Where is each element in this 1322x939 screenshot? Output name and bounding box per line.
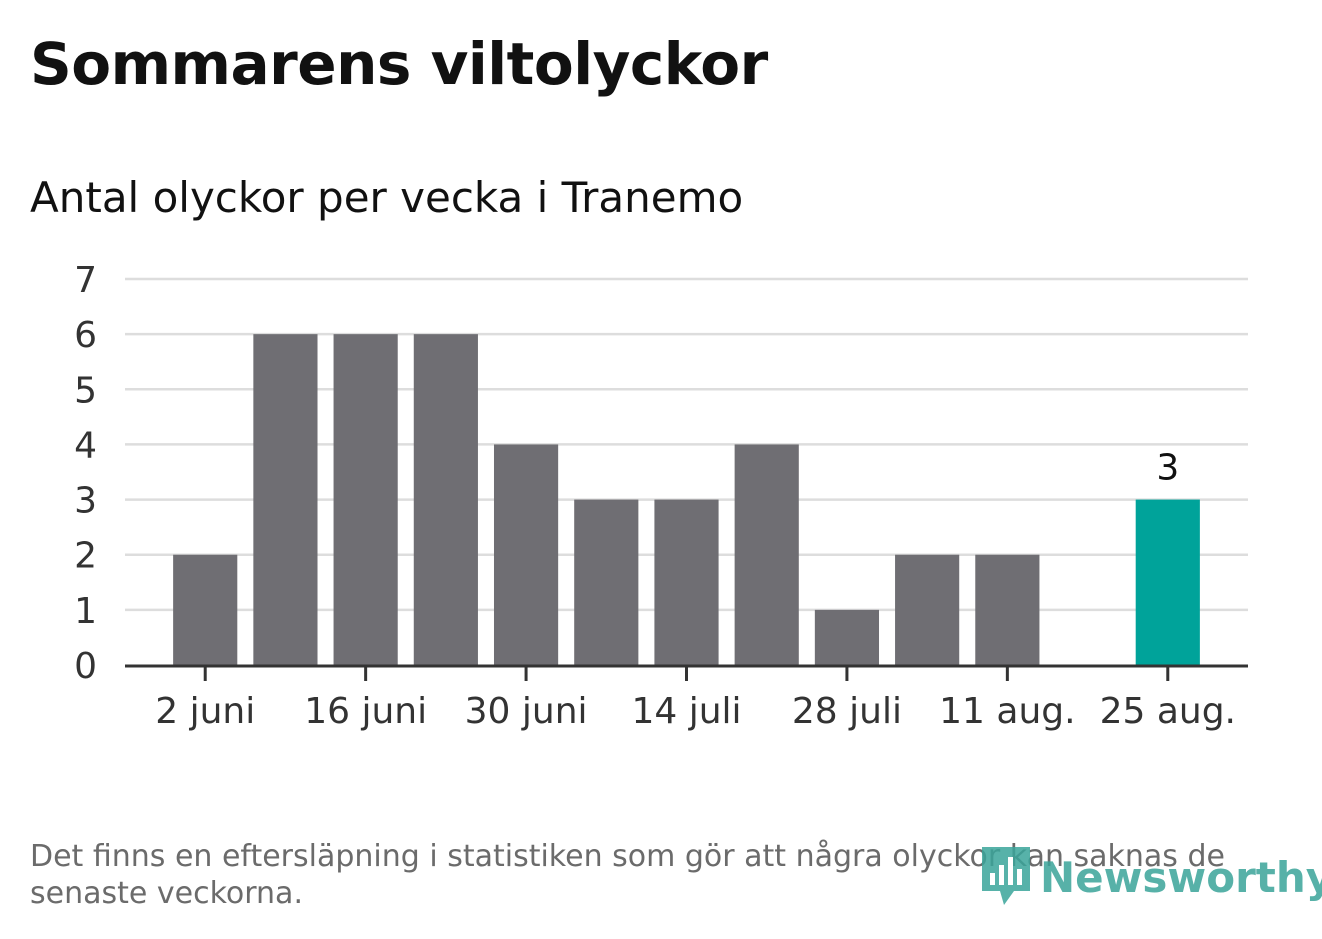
y-tick-label: 1: [74, 591, 97, 632]
newsworthy-logo-icon: [982, 847, 1030, 905]
bar: [895, 554, 960, 665]
y-tick-label: 5: [74, 370, 97, 411]
chart-subtitle: Antal olyckor per vecka i Tranemo: [30, 173, 744, 222]
x-tick-label: 2 juni: [155, 691, 255, 732]
bar: [413, 334, 478, 665]
bar: [654, 499, 719, 665]
bar-highlight: [1135, 499, 1200, 665]
bar: [574, 499, 639, 665]
x-tick-label: 16 juni: [304, 691, 427, 732]
x-tick-label: 28 juli: [792, 691, 902, 732]
bar: [814, 609, 880, 665]
bar: [253, 334, 318, 665]
y-tick-label: 7: [74, 260, 97, 301]
y-tick-label: 0: [74, 646, 97, 687]
x-tick-label: 14 juli: [631, 691, 741, 732]
x-tick-label: 11 aug.: [939, 691, 1075, 732]
data-label: 3: [1156, 448, 1179, 489]
data-labels: 3: [1153, 445, 1182, 492]
chart-title: Sommarens viltolyckor: [30, 30, 768, 98]
y-tick-label: 6: [74, 315, 97, 356]
y-tick-label: 4: [74, 425, 97, 466]
x-tick-label: 25 aug.: [1100, 691, 1236, 732]
y-tick-label: 3: [74, 481, 97, 522]
y-tick-label: 2: [74, 536, 97, 577]
bar: [173, 554, 238, 665]
bar: [975, 554, 1040, 665]
y-axis-ticks: 0 1 2 3 4 5 6 7: [74, 260, 97, 687]
bar: [493, 444, 559, 665]
x-axis-ticks: 2 juni 16 juni 30 juni 14 juli 28 juli 11 aug…: [155, 666, 1236, 732]
brand-logo: Newsworthy: [980, 845, 1322, 909]
bar-chart: 0 1 2 3 4 5 6 7 2 juni 16 juni 30 juni 14 juli 28 j…: [74, 260, 1248, 732]
brand-name: Newsworthy: [1040, 852, 1322, 902]
bar: [734, 444, 799, 665]
bar: [333, 334, 398, 665]
bars: [173, 334, 1200, 665]
x-tick-label: 30 juni: [465, 691, 588, 732]
